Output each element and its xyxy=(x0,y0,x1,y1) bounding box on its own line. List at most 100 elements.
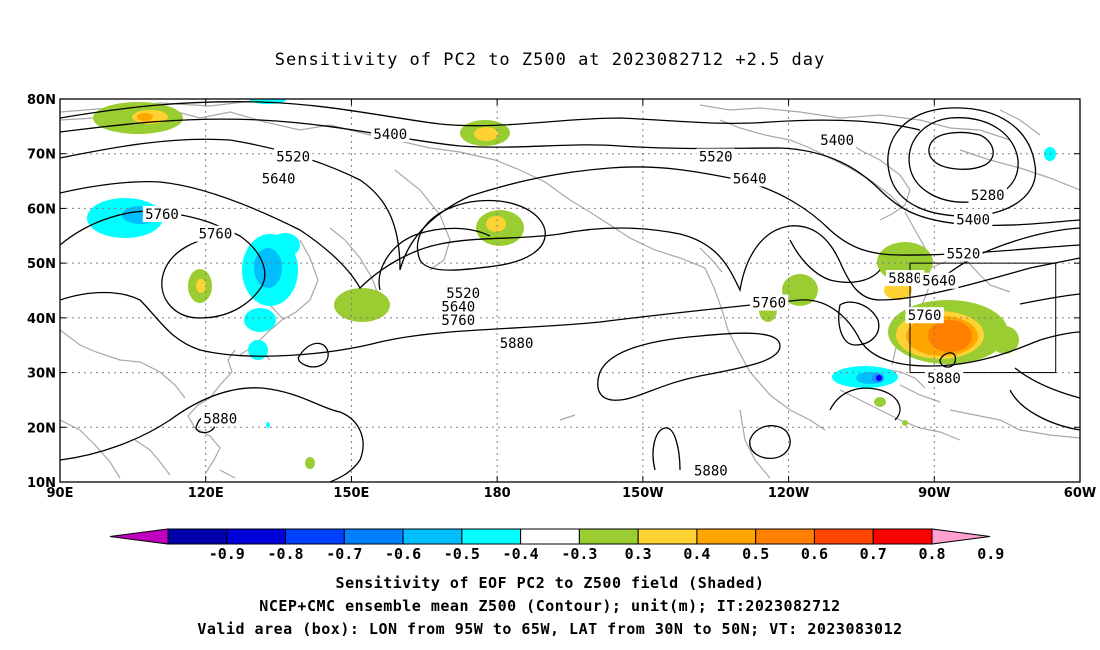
colorbar-label: -0.4 xyxy=(503,545,539,563)
contour-label-bg xyxy=(439,312,478,329)
map-frame xyxy=(59,98,1081,483)
colorbar-box xyxy=(461,528,522,545)
colorbar-box xyxy=(696,528,757,545)
contour-label: 5640 xyxy=(922,274,956,290)
contour-label: 5880 xyxy=(888,271,922,287)
contour-label: 5880 xyxy=(694,464,728,480)
colorbar-box xyxy=(285,528,345,545)
colorbar-box xyxy=(343,528,404,545)
colorbar-label: 0.3 xyxy=(625,545,652,563)
lat-tick-label: 60N xyxy=(27,202,56,217)
contour-label-bg xyxy=(730,170,769,187)
lon-tick-label: 150E xyxy=(333,486,369,501)
colorbar-label: -0.8 xyxy=(267,545,303,563)
lat-tick-labels: 80N 70N 60N 50N 40N 30N 20N 10N xyxy=(27,93,56,491)
contour-label-bg xyxy=(968,186,1007,203)
contour-label: 5880 xyxy=(927,371,961,387)
contour-label: 5280 xyxy=(971,188,1005,204)
contour-label: 5760 xyxy=(145,207,179,223)
axis-ticks xyxy=(59,98,1081,483)
colorbar-label: -0.9 xyxy=(209,545,245,563)
colorbar-label: -0.5 xyxy=(444,545,480,563)
contour-label: 5880 xyxy=(500,336,534,352)
contour-label: 5400 xyxy=(820,133,854,149)
colorbar-box xyxy=(402,528,463,545)
contour-label-bg xyxy=(924,370,964,387)
colorbar-label: -0.6 xyxy=(385,545,421,563)
contour-label-bg xyxy=(142,205,182,222)
coastlines xyxy=(60,99,1080,479)
lon-tick-label: 90W xyxy=(918,486,950,501)
colorbar-label: 0.4 xyxy=(683,545,710,563)
contour-label: 5760 xyxy=(752,296,786,312)
colorbar-box xyxy=(578,528,639,545)
colorbar: -0.9 -0.8 -0.7 -0.6 -0.5 -0.4 -0.3 0.3 0.4 0.5 0.6… xyxy=(109,528,1004,563)
contour-label-bg xyxy=(749,294,789,311)
contour-label-bg xyxy=(817,132,857,149)
contour-label: 5520 xyxy=(276,150,310,166)
contour-label-bg xyxy=(371,126,410,143)
colorbar-box xyxy=(226,528,287,545)
contour-label: 5640 xyxy=(262,171,296,187)
lon-tick-label: 60W xyxy=(1064,486,1096,501)
colorbar-box xyxy=(755,528,815,545)
caption-line-3: Valid area (box): LON from 95W to 65W, L… xyxy=(197,620,903,638)
lat-tick-label: 70N xyxy=(27,148,56,163)
lat-tick-label: 80N xyxy=(27,93,56,108)
lon-tick-label: 180 xyxy=(484,486,511,501)
colorbar-label: 0.6 xyxy=(801,545,828,563)
contour-label: 5400 xyxy=(956,212,990,228)
lat-tick-label: 20N xyxy=(27,421,56,436)
contour-label: 5640 xyxy=(733,171,767,187)
contour-label: 5520 xyxy=(699,150,733,166)
contour-label-bg xyxy=(953,211,993,228)
contour-label: 5400 xyxy=(373,127,407,143)
contour-label: 5520 xyxy=(947,246,981,262)
z500-contours xyxy=(60,101,1080,482)
colorbar-triangle-high xyxy=(931,528,991,545)
contour-label-bg xyxy=(696,148,735,165)
lat-tick-label: 40N xyxy=(27,312,56,327)
caption-line-2: NCEP+CMC ensemble mean Z500 (Contour); u… xyxy=(259,597,841,615)
colorbar-triangle-low xyxy=(109,528,169,545)
map-title: Sensitivity of PC2 to Z500 at 2023082712… xyxy=(274,50,826,70)
contour-label: 5760 xyxy=(908,308,942,324)
lat-tick-label: 50N xyxy=(27,257,56,272)
colorbar-label: 0.9 xyxy=(977,545,1004,563)
colorbar-label: 0.7 xyxy=(860,545,887,563)
colorbar-label: 0.5 xyxy=(742,545,769,563)
lon-tick-labels: 90E 120E 150E 180 150W 120W 90W 60W xyxy=(47,486,1097,501)
contour-label-bg xyxy=(885,270,925,287)
contour-label: 5880 xyxy=(203,412,237,428)
lon-tick-label: 150W xyxy=(622,486,663,501)
contour-label-bg xyxy=(443,284,483,301)
colorbar-label: 0.8 xyxy=(918,545,945,563)
lat-tick-label: 30N xyxy=(27,367,56,382)
contour-label-bg xyxy=(905,307,944,324)
contour-label-bg xyxy=(497,335,536,352)
contour-label-bg xyxy=(196,225,235,242)
contour-label: 5640 xyxy=(441,299,475,315)
contour-label-bg xyxy=(273,148,313,165)
contour-label-bg xyxy=(691,462,731,479)
contour-label-bg xyxy=(919,272,959,289)
contour-label-bg xyxy=(439,298,478,315)
colorbar-box xyxy=(813,528,874,545)
contour-label-bg xyxy=(259,170,298,187)
lat-tick-label: 10N xyxy=(27,476,56,491)
contour-label: 5760 xyxy=(199,227,233,243)
contour-label: 5520 xyxy=(446,286,480,302)
contour-label: 5760 xyxy=(441,313,475,329)
colorbar-box xyxy=(637,528,698,545)
colorbar-box xyxy=(520,528,580,545)
colorbar-box xyxy=(167,528,228,545)
lon-tick-label: 90E xyxy=(47,486,74,501)
caption-line-1: Sensitivity of EOF PC2 to Z500 field (Sh… xyxy=(335,574,765,592)
contour-label-bg xyxy=(201,410,240,427)
colorbar-box xyxy=(872,528,933,545)
colorbar-label: -0.7 xyxy=(326,545,362,563)
contour-label-bg xyxy=(944,245,983,262)
lon-tick-label: 120W xyxy=(768,486,809,501)
